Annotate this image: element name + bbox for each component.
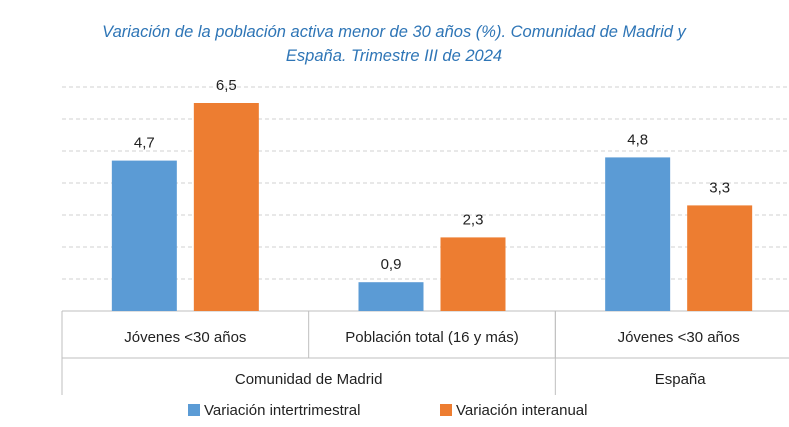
data-label: 0,9: [381, 256, 402, 273]
bar: [358, 282, 424, 311]
bar: [111, 160, 177, 311]
data-label: 4,7: [134, 135, 155, 152]
data-label: 3,3: [709, 179, 730, 196]
bar: [193, 103, 259, 311]
x-tick-label: Población total (16 y más): [345, 329, 518, 346]
legend-swatch: [440, 404, 452, 416]
bar: [687, 205, 753, 311]
x-tick-label: Jóvenes <30 años: [618, 329, 740, 346]
bar: [440, 237, 506, 311]
chart-title: Variación de la población activa menor d…: [102, 23, 686, 65]
data-label: 2,3: [463, 211, 484, 228]
bar: [605, 157, 671, 311]
data-label: 6,5: [216, 77, 237, 94]
x-tick-label: Jóvenes <30 años: [124, 329, 246, 346]
legend-label: Variación intertrimestral: [204, 402, 360, 419]
data-label: 4,8: [627, 131, 648, 148]
legend-label: Variación interanual: [456, 402, 587, 419]
group-label: Comunidad de Madrid: [235, 371, 383, 388]
legend-swatch: [188, 404, 200, 416]
group-label: España: [655, 371, 707, 388]
